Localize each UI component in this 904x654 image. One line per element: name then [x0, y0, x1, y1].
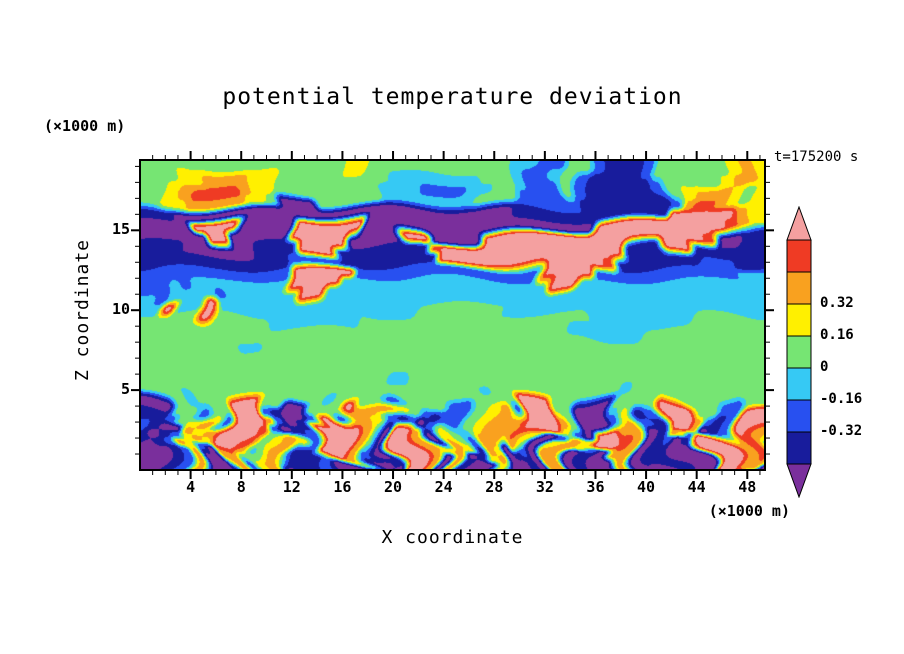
colorbar-label: -0.32 — [820, 423, 863, 439]
x-tick-label: 8 — [236, 478, 246, 496]
x-tick-label: 28 — [485, 478, 504, 496]
x-tick-label: 4 — [186, 478, 196, 496]
x-tick-label: 44 — [687, 478, 706, 496]
x-tick-label: 48 — [738, 478, 757, 496]
colorbar-label: -0.16 — [820, 391, 863, 407]
x-tick-label: 32 — [535, 478, 554, 496]
y-tick-label: 10 — [111, 300, 130, 319]
contour-field — [140, 160, 765, 470]
x-tick-label: 20 — [384, 478, 403, 496]
y-axis-unit: (×1000 m) — [44, 117, 126, 135]
x-tick-label: 12 — [282, 478, 301, 496]
x-tick-label: 24 — [434, 478, 453, 496]
y-tick-label: 15 — [111, 220, 130, 239]
x-tick-label: 40 — [637, 478, 656, 496]
y-tick-label: 5 — [120, 380, 130, 399]
colorbar-label: 0.16 — [820, 327, 854, 343]
x-tick-label: 16 — [333, 478, 352, 496]
page-title: potential temperature deviation — [222, 84, 683, 110]
x-axis-label: X coordinate — [381, 527, 524, 548]
colorbar-label: 0.32 — [820, 295, 854, 311]
x-tick-label: 36 — [586, 478, 605, 496]
x-axis-unit: (×1000 m) — [708, 502, 790, 520]
colorbar — [786, 206, 812, 498]
colorbar-label: 0 — [820, 359, 829, 375]
time-annotation: t=175200 s — [774, 149, 859, 165]
